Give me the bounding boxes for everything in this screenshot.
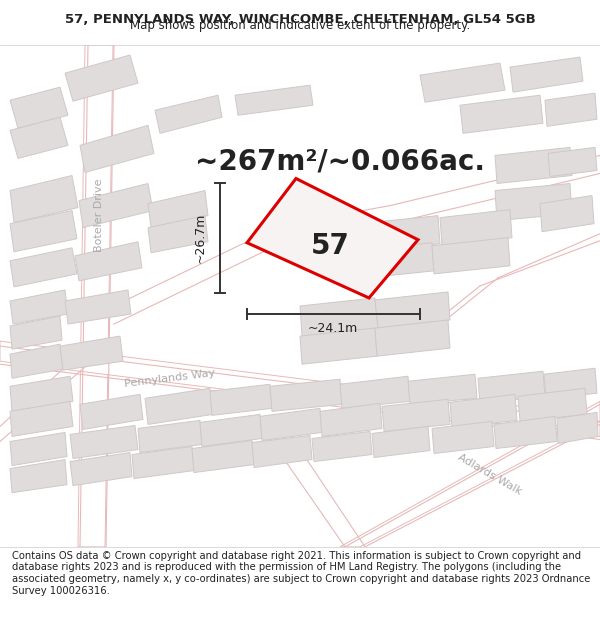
Polygon shape xyxy=(312,431,372,461)
Polygon shape xyxy=(10,211,77,252)
Polygon shape xyxy=(10,432,67,466)
Polygon shape xyxy=(200,414,262,446)
Polygon shape xyxy=(80,125,154,172)
Polygon shape xyxy=(145,388,213,424)
Polygon shape xyxy=(548,148,597,176)
Polygon shape xyxy=(460,95,543,133)
Text: ~26.7m: ~26.7m xyxy=(193,213,206,263)
Text: ~24.1m: ~24.1m xyxy=(308,321,358,334)
Polygon shape xyxy=(10,316,62,349)
Text: ~267m²/~0.066ac.: ~267m²/~0.066ac. xyxy=(195,148,485,176)
Polygon shape xyxy=(252,436,312,468)
Polygon shape xyxy=(10,376,73,411)
Polygon shape xyxy=(10,344,63,378)
Polygon shape xyxy=(375,320,450,356)
Text: Map shows position and indicative extent of the property.: Map shows position and indicative extent… xyxy=(130,19,470,32)
Polygon shape xyxy=(0,341,600,436)
Polygon shape xyxy=(80,394,143,429)
Polygon shape xyxy=(432,421,494,454)
Text: Contains OS data © Crown copyright and database right 2021. This information is : Contains OS data © Crown copyright and d… xyxy=(12,551,590,596)
Polygon shape xyxy=(132,446,194,479)
Text: 57: 57 xyxy=(311,232,349,260)
Polygon shape xyxy=(70,426,138,459)
Polygon shape xyxy=(235,85,313,115)
Polygon shape xyxy=(540,196,594,232)
Polygon shape xyxy=(10,401,73,436)
Polygon shape xyxy=(148,191,208,228)
Polygon shape xyxy=(518,388,587,421)
Polygon shape xyxy=(10,176,78,222)
Polygon shape xyxy=(478,371,545,403)
Polygon shape xyxy=(420,63,505,102)
Polygon shape xyxy=(75,242,142,281)
Polygon shape xyxy=(70,452,132,486)
Polygon shape xyxy=(372,426,430,458)
Polygon shape xyxy=(557,412,598,444)
Text: Pennylands Way: Pennylands Way xyxy=(124,368,216,389)
Polygon shape xyxy=(340,376,410,408)
Polygon shape xyxy=(545,93,597,126)
Polygon shape xyxy=(155,95,222,133)
Polygon shape xyxy=(10,290,68,324)
Polygon shape xyxy=(408,374,477,404)
Polygon shape xyxy=(432,238,510,274)
Polygon shape xyxy=(355,242,434,279)
Polygon shape xyxy=(494,416,557,449)
Polygon shape xyxy=(544,368,597,398)
Polygon shape xyxy=(148,216,208,252)
Text: 57, PENNYLANDS WAY, WINCHCOMBE, CHELTENHAM, GL54 5GB: 57, PENNYLANDS WAY, WINCHCOMBE, CHELTENH… xyxy=(65,12,535,26)
Polygon shape xyxy=(495,184,572,221)
Text: Boteler Drive: Boteler Drive xyxy=(94,179,104,252)
Polygon shape xyxy=(450,394,517,428)
Polygon shape xyxy=(247,179,418,298)
Polygon shape xyxy=(10,248,77,287)
Polygon shape xyxy=(79,184,153,228)
Polygon shape xyxy=(270,379,342,411)
Polygon shape xyxy=(300,328,377,364)
Polygon shape xyxy=(210,384,272,416)
Polygon shape xyxy=(10,87,68,128)
Polygon shape xyxy=(440,209,512,246)
Polygon shape xyxy=(78,45,113,547)
Polygon shape xyxy=(10,118,68,158)
Polygon shape xyxy=(375,292,450,328)
Polygon shape xyxy=(320,403,382,436)
Polygon shape xyxy=(138,421,202,452)
Polygon shape xyxy=(65,55,138,101)
Polygon shape xyxy=(495,148,572,184)
Text: Adlards Walk: Adlards Walk xyxy=(457,452,524,497)
Polygon shape xyxy=(340,401,600,547)
Polygon shape xyxy=(510,57,583,92)
Polygon shape xyxy=(300,298,378,336)
Polygon shape xyxy=(60,336,123,370)
Polygon shape xyxy=(65,290,131,324)
Polygon shape xyxy=(192,441,254,472)
Polygon shape xyxy=(360,216,440,252)
Polygon shape xyxy=(382,399,450,431)
Polygon shape xyxy=(260,408,322,441)
Polygon shape xyxy=(10,459,67,492)
